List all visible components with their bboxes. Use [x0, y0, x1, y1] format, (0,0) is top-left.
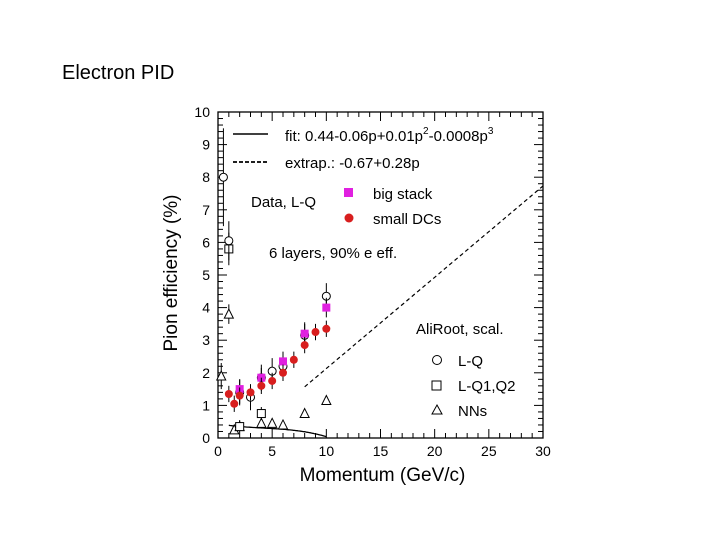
- x-tick-label: 15: [373, 443, 389, 459]
- legend-big-stack-label: big stack: [373, 186, 433, 203]
- x-tick-label: 25: [481, 443, 497, 459]
- point-nns: [277, 418, 289, 430]
- data-points: [215, 128, 332, 435]
- annotation-data-label: Data, L-Q: [251, 194, 316, 211]
- x-tick-label: 5: [268, 443, 276, 459]
- y-tick-label: 6: [202, 234, 210, 250]
- y-tick-label: 4: [202, 300, 210, 316]
- point-small-dcs: [230, 399, 239, 408]
- point-nns: [266, 417, 278, 428]
- point-small-dcs: [289, 355, 298, 364]
- fit-label-mid: -0.0008p: [429, 128, 488, 145]
- point-nns: [215, 369, 227, 381]
- fit-curves: [228, 185, 544, 438]
- legend-extrap-label: extrap.: -0.67+0.28p: [285, 155, 420, 172]
- y-tick-label: 5: [202, 267, 210, 283]
- point-l-q1-q2: [235, 422, 245, 432]
- annotation-layers: 6 layers, 90% e eff.: [269, 245, 397, 262]
- slide-title: Electron PID: [62, 62, 175, 84]
- point-nns: [256, 417, 267, 428]
- point-small-dcs: [268, 376, 277, 385]
- y-tick-label: 2: [202, 365, 210, 381]
- legend-small-dcs-marker: [344, 213, 354, 223]
- y-axis-label: Pion efficiency (%): [161, 195, 182, 352]
- point-big-stack: [322, 303, 331, 312]
- y-tick-label: 3: [202, 332, 210, 348]
- annotation-aliroot: AliRoot, scal.: [416, 321, 504, 338]
- legend-lq-label: L-Q: [458, 353, 483, 370]
- legend-big-stack-marker: [344, 188, 353, 197]
- legend-nns-marker: [431, 403, 443, 415]
- fit-label-base: fit: 0.44-0.06p+0.01p: [285, 128, 423, 145]
- point-big-stack: [279, 357, 287, 366]
- point-small-dcs: [257, 381, 266, 390]
- x-axis-label: Momentum (GeV/c): [300, 465, 466, 486]
- legend-fit-label: fit: 0.44-0.06p+0.01p2-0.0008p3: [285, 126, 494, 145]
- legend-lq1q2-label: L-Q1,Q2: [458, 378, 516, 395]
- point-small-dcs: [235, 391, 244, 400]
- legend-lq-marker: [432, 355, 442, 365]
- legend-nns-label: NNs: [458, 403, 487, 420]
- point-big-stack: [300, 329, 309, 338]
- point-small-dcs: [224, 389, 233, 398]
- point-l-q: [218, 172, 228, 182]
- y-tick-label: 10: [194, 104, 210, 120]
- y-tick-label: 7: [202, 202, 210, 218]
- fit-curve: [228, 424, 327, 438]
- legend-lq1q2-marker: [431, 380, 442, 391]
- y-tick-label: 8: [202, 169, 210, 185]
- point-nns: [299, 407, 310, 419]
- fit-label-sup2: 3: [488, 126, 494, 137]
- point-l-q: [224, 236, 234, 246]
- x-tick-label: 30: [535, 443, 551, 459]
- point-nns: [223, 308, 235, 319]
- x-tick-label: 10: [319, 443, 335, 459]
- y-tick-label: 9: [202, 137, 210, 153]
- point-small-dcs: [322, 324, 331, 333]
- point-small-dcs: [311, 328, 320, 337]
- extrap-curve: [304, 185, 544, 388]
- point-nns: [321, 394, 332, 406]
- legend-small-dcs-label: small DCs: [373, 211, 441, 228]
- x-tick-label: 20: [427, 443, 443, 459]
- point-small-dcs: [279, 368, 287, 377]
- point-small-dcs: [246, 388, 255, 397]
- fit-label-sup1: 2: [423, 126, 429, 137]
- y-tick-label: 1: [202, 397, 210, 413]
- point-small-dcs: [300, 341, 309, 350]
- plot-axes: 0 5 10 15 20 25 30 0 1 2 3 4 5 6 7 8 9 10 Momentum (GeV/c)…: [161, 104, 551, 486]
- legend: fit: 0.44-0.06p+0.01p2-0.0008p3 extrap.:…: [233, 126, 516, 420]
- x-tick-label: 0: [214, 443, 222, 459]
- y-tick-label: 0: [202, 430, 210, 446]
- point-l-q1-q2: [256, 409, 266, 419]
